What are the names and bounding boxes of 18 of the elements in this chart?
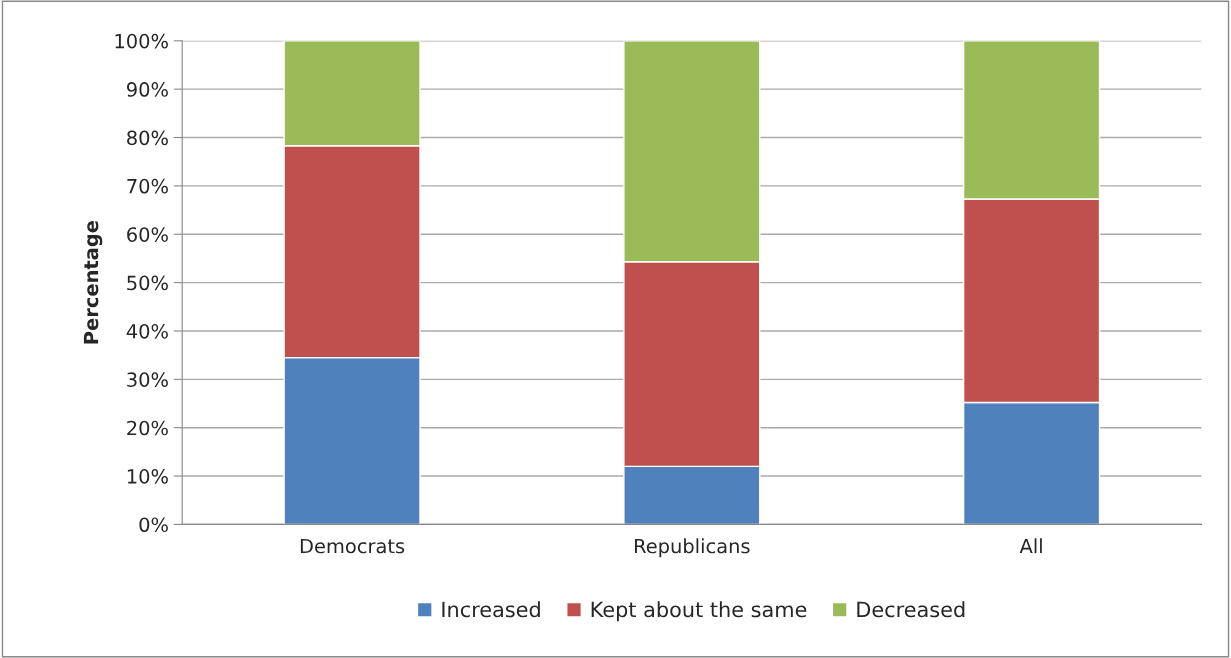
x-tick-label: Democrats	[300, 538, 405, 554]
y-tick-label: 50%	[127, 275, 168, 291]
x-tick-label: All	[1019, 538, 1042, 554]
y-tick-label: 60%	[127, 227, 168, 242]
y-tick-label: 100%	[115, 33, 168, 49]
y-axis-title: Percentage	[83, 221, 103, 344]
y-tick-label: 80%	[127, 130, 168, 146]
legend-label: Kept about the same	[591, 601, 807, 622]
y-tick-label: 0%	[139, 517, 168, 533]
x-tick-label: Republicans	[634, 538, 750, 558]
y-tick-label: 10%	[127, 469, 168, 484]
y-tick-label: 90%	[127, 82, 168, 97]
y-tick-label: 30%	[127, 372, 168, 387]
legend-label: Decreased	[857, 601, 965, 618]
y-tick-label: 40%	[126, 323, 168, 339]
legend-label: Increased	[442, 601, 540, 618]
y-tick-label: 20%	[127, 420, 168, 436]
y-tick-label: 70%	[127, 178, 168, 194]
